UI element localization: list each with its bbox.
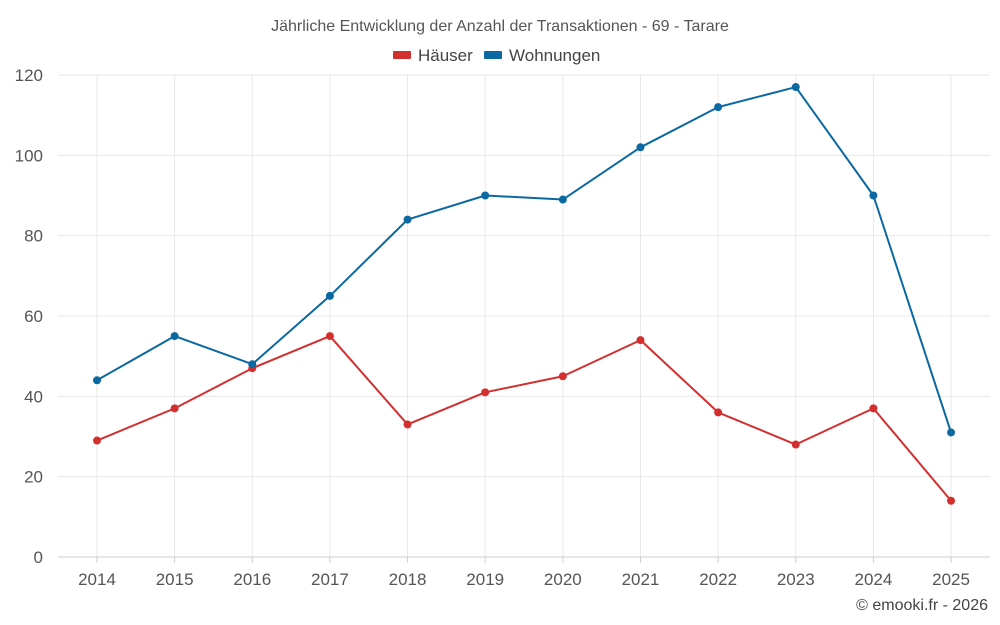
data-point-hauser[interactable] (325, 332, 334, 341)
plot-series (93, 83, 956, 505)
data-point-wohnungen[interactable] (248, 360, 257, 369)
data-point-hauser[interactable] (869, 404, 878, 413)
x-axis: 2014 2015 2016 2017 2018 2019 2020 2021 2022 2023… (58, 556, 990, 589)
x-tick-label: 2025 (932, 570, 970, 589)
data-point-wohnungen[interactable] (403, 215, 412, 224)
x-tick-label: 2015 (156, 570, 194, 589)
data-point-wohnungen[interactable] (636, 143, 645, 152)
data-point-wohnungen[interactable] (791, 83, 800, 92)
data-point-hauser[interactable] (714, 408, 723, 417)
series-line-wohnungen (96, 86, 953, 434)
x-tick-label: 2016 (233, 570, 271, 589)
x-tick-label: 2020 (544, 570, 582, 589)
data-point-hauser[interactable] (481, 388, 490, 397)
grid-layer (58, 74, 990, 558)
data-point-hauser[interactable] (791, 440, 800, 449)
x-tick-label: 2024 (854, 570, 892, 589)
y-tick-label: 0 (34, 548, 43, 567)
y-tick-label: 40 (24, 387, 43, 406)
data-point-wohnungen[interactable] (947, 428, 956, 437)
legend-swatch-wohnungen (484, 51, 502, 59)
x-tick-label: 2019 (466, 570, 504, 589)
y-tick-label: 120 (15, 66, 43, 85)
legend-label-hauser: Häuser (418, 46, 473, 65)
legend-swatch-hauser (393, 51, 411, 59)
data-point-hauser[interactable] (636, 336, 645, 345)
data-point-hauser[interactable] (947, 496, 956, 505)
data-point-hauser[interactable] (558, 372, 567, 381)
legend: Häuser Wohnungen (393, 46, 600, 65)
y-tick-label: 20 (24, 468, 43, 487)
legend-item-hauser[interactable]: Häuser (393, 46, 473, 65)
x-tick-label: 2017 (311, 570, 349, 589)
legend-item-wohnungen[interactable]: Wohnungen (484, 46, 600, 65)
x-tick-label: 2022 (699, 570, 737, 589)
series-line-hauser (96, 335, 953, 502)
data-point-wohnungen[interactable] (170, 332, 179, 341)
y-axis: 0 20 40 60 80 100 120 (15, 66, 43, 567)
data-point-hauser[interactable] (403, 420, 412, 429)
series-hauser (93, 332, 956, 505)
data-point-hauser[interactable] (93, 436, 101, 445)
y-tick-label: 60 (24, 307, 43, 326)
data-point-wohnungen[interactable] (325, 291, 334, 300)
data-point-hauser[interactable] (170, 404, 179, 413)
x-tick-label: 2014 (78, 570, 116, 589)
chart-title: Jährliche Entwicklung der Anzahl der Tra… (271, 18, 729, 35)
x-tick-label: 2021 (622, 570, 660, 589)
credit-text: © emooki.fr - 2026 (856, 597, 988, 614)
legend-label-wohnungen: Wohnungen (509, 46, 600, 65)
data-point-wohnungen[interactable] (481, 191, 490, 200)
y-tick-label: 80 (24, 227, 43, 246)
series-wohnungen (93, 83, 956, 437)
y-tick-label: 100 (15, 146, 43, 165)
x-tick-label: 2023 (777, 570, 815, 589)
data-point-wohnungen[interactable] (714, 103, 723, 112)
data-point-wohnungen[interactable] (93, 376, 101, 385)
data-point-wohnungen[interactable] (869, 191, 878, 200)
data-point-wohnungen[interactable] (558, 195, 567, 204)
x-tick-label: 2018 (389, 570, 427, 589)
